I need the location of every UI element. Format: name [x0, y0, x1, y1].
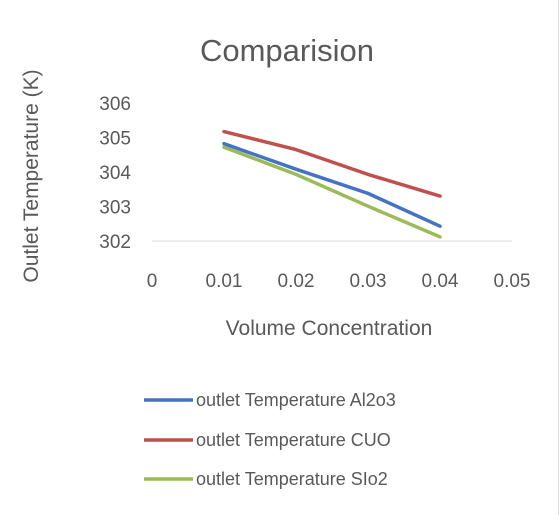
- y-axis-title: Outlet Temperature (K): [20, 69, 43, 282]
- legend: outlet Temperature Al2o3 outlet Temperatu…: [144, 390, 396, 489]
- x-axis-title: Volume Concentration: [226, 317, 433, 340]
- x-tick-label: 0.05: [494, 271, 531, 292]
- x-tick-label: 0.04: [422, 271, 459, 292]
- x-tick-label: 0.02: [278, 271, 315, 292]
- series-line-2: [222, 145, 442, 239]
- y-axis-ticks: 302 303 304 305 306: [99, 94, 131, 253]
- legend-label-2: outlet Temperature SIo2: [196, 469, 388, 489]
- y-tick-label: 305: [99, 129, 131, 150]
- legend-label-0: outlet Temperature Al2o3: [196, 390, 396, 410]
- x-tick-label: 0.01: [206, 271, 243, 292]
- series-line-1: [222, 129, 442, 198]
- chart-title: Comparision: [200, 33, 374, 68]
- y-tick-label: 302: [99, 232, 131, 253]
- x-tick-label: 0.03: [350, 271, 387, 292]
- x-tick-label: 0: [147, 271, 158, 292]
- series-lines: [222, 129, 442, 239]
- legend-label-1: outlet Temperature CUO: [196, 430, 391, 450]
- y-tick-label: 303: [99, 198, 131, 219]
- y-tick-label: 304: [99, 163, 131, 184]
- x-axis-ticks: 0 0.01 0.02 0.03 0.04 0.05: [147, 271, 531, 292]
- series-line-0: [222, 141, 442, 228]
- y-tick-label: 306: [99, 94, 131, 115]
